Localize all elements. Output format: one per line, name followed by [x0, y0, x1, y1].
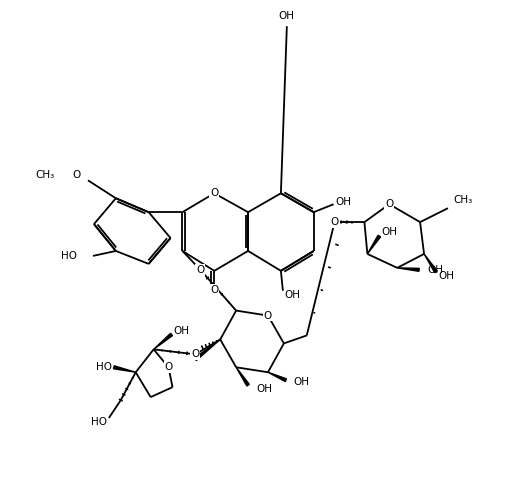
Text: OH: OH — [256, 384, 272, 394]
Text: O: O — [210, 284, 219, 295]
Text: O: O — [210, 188, 219, 199]
Text: HO: HO — [96, 362, 112, 372]
Text: OH: OH — [438, 271, 454, 281]
Text: OH: OH — [279, 11, 295, 21]
Text: OH: OH — [294, 377, 310, 387]
Text: OH: OH — [335, 197, 352, 207]
Text: HO: HO — [91, 417, 107, 427]
Polygon shape — [114, 366, 136, 372]
Polygon shape — [154, 333, 172, 349]
Text: CH₃: CH₃ — [453, 195, 472, 205]
Text: O: O — [196, 265, 204, 275]
Text: OH: OH — [381, 227, 397, 237]
Polygon shape — [236, 367, 249, 386]
Text: O: O — [331, 217, 339, 227]
Text: CH₃: CH₃ — [35, 170, 54, 180]
Text: HO: HO — [61, 251, 77, 261]
Text: OH: OH — [173, 327, 190, 337]
Text: O: O — [264, 311, 272, 321]
Polygon shape — [194, 340, 220, 360]
Text: O: O — [72, 170, 80, 180]
Polygon shape — [268, 372, 287, 382]
Text: O: O — [385, 199, 394, 209]
Text: OH: OH — [285, 290, 301, 299]
Polygon shape — [397, 268, 419, 271]
Text: OH: OH — [427, 265, 443, 275]
Text: O: O — [191, 349, 200, 359]
Polygon shape — [424, 254, 437, 272]
Text: O: O — [165, 362, 173, 372]
Polygon shape — [367, 235, 380, 254]
